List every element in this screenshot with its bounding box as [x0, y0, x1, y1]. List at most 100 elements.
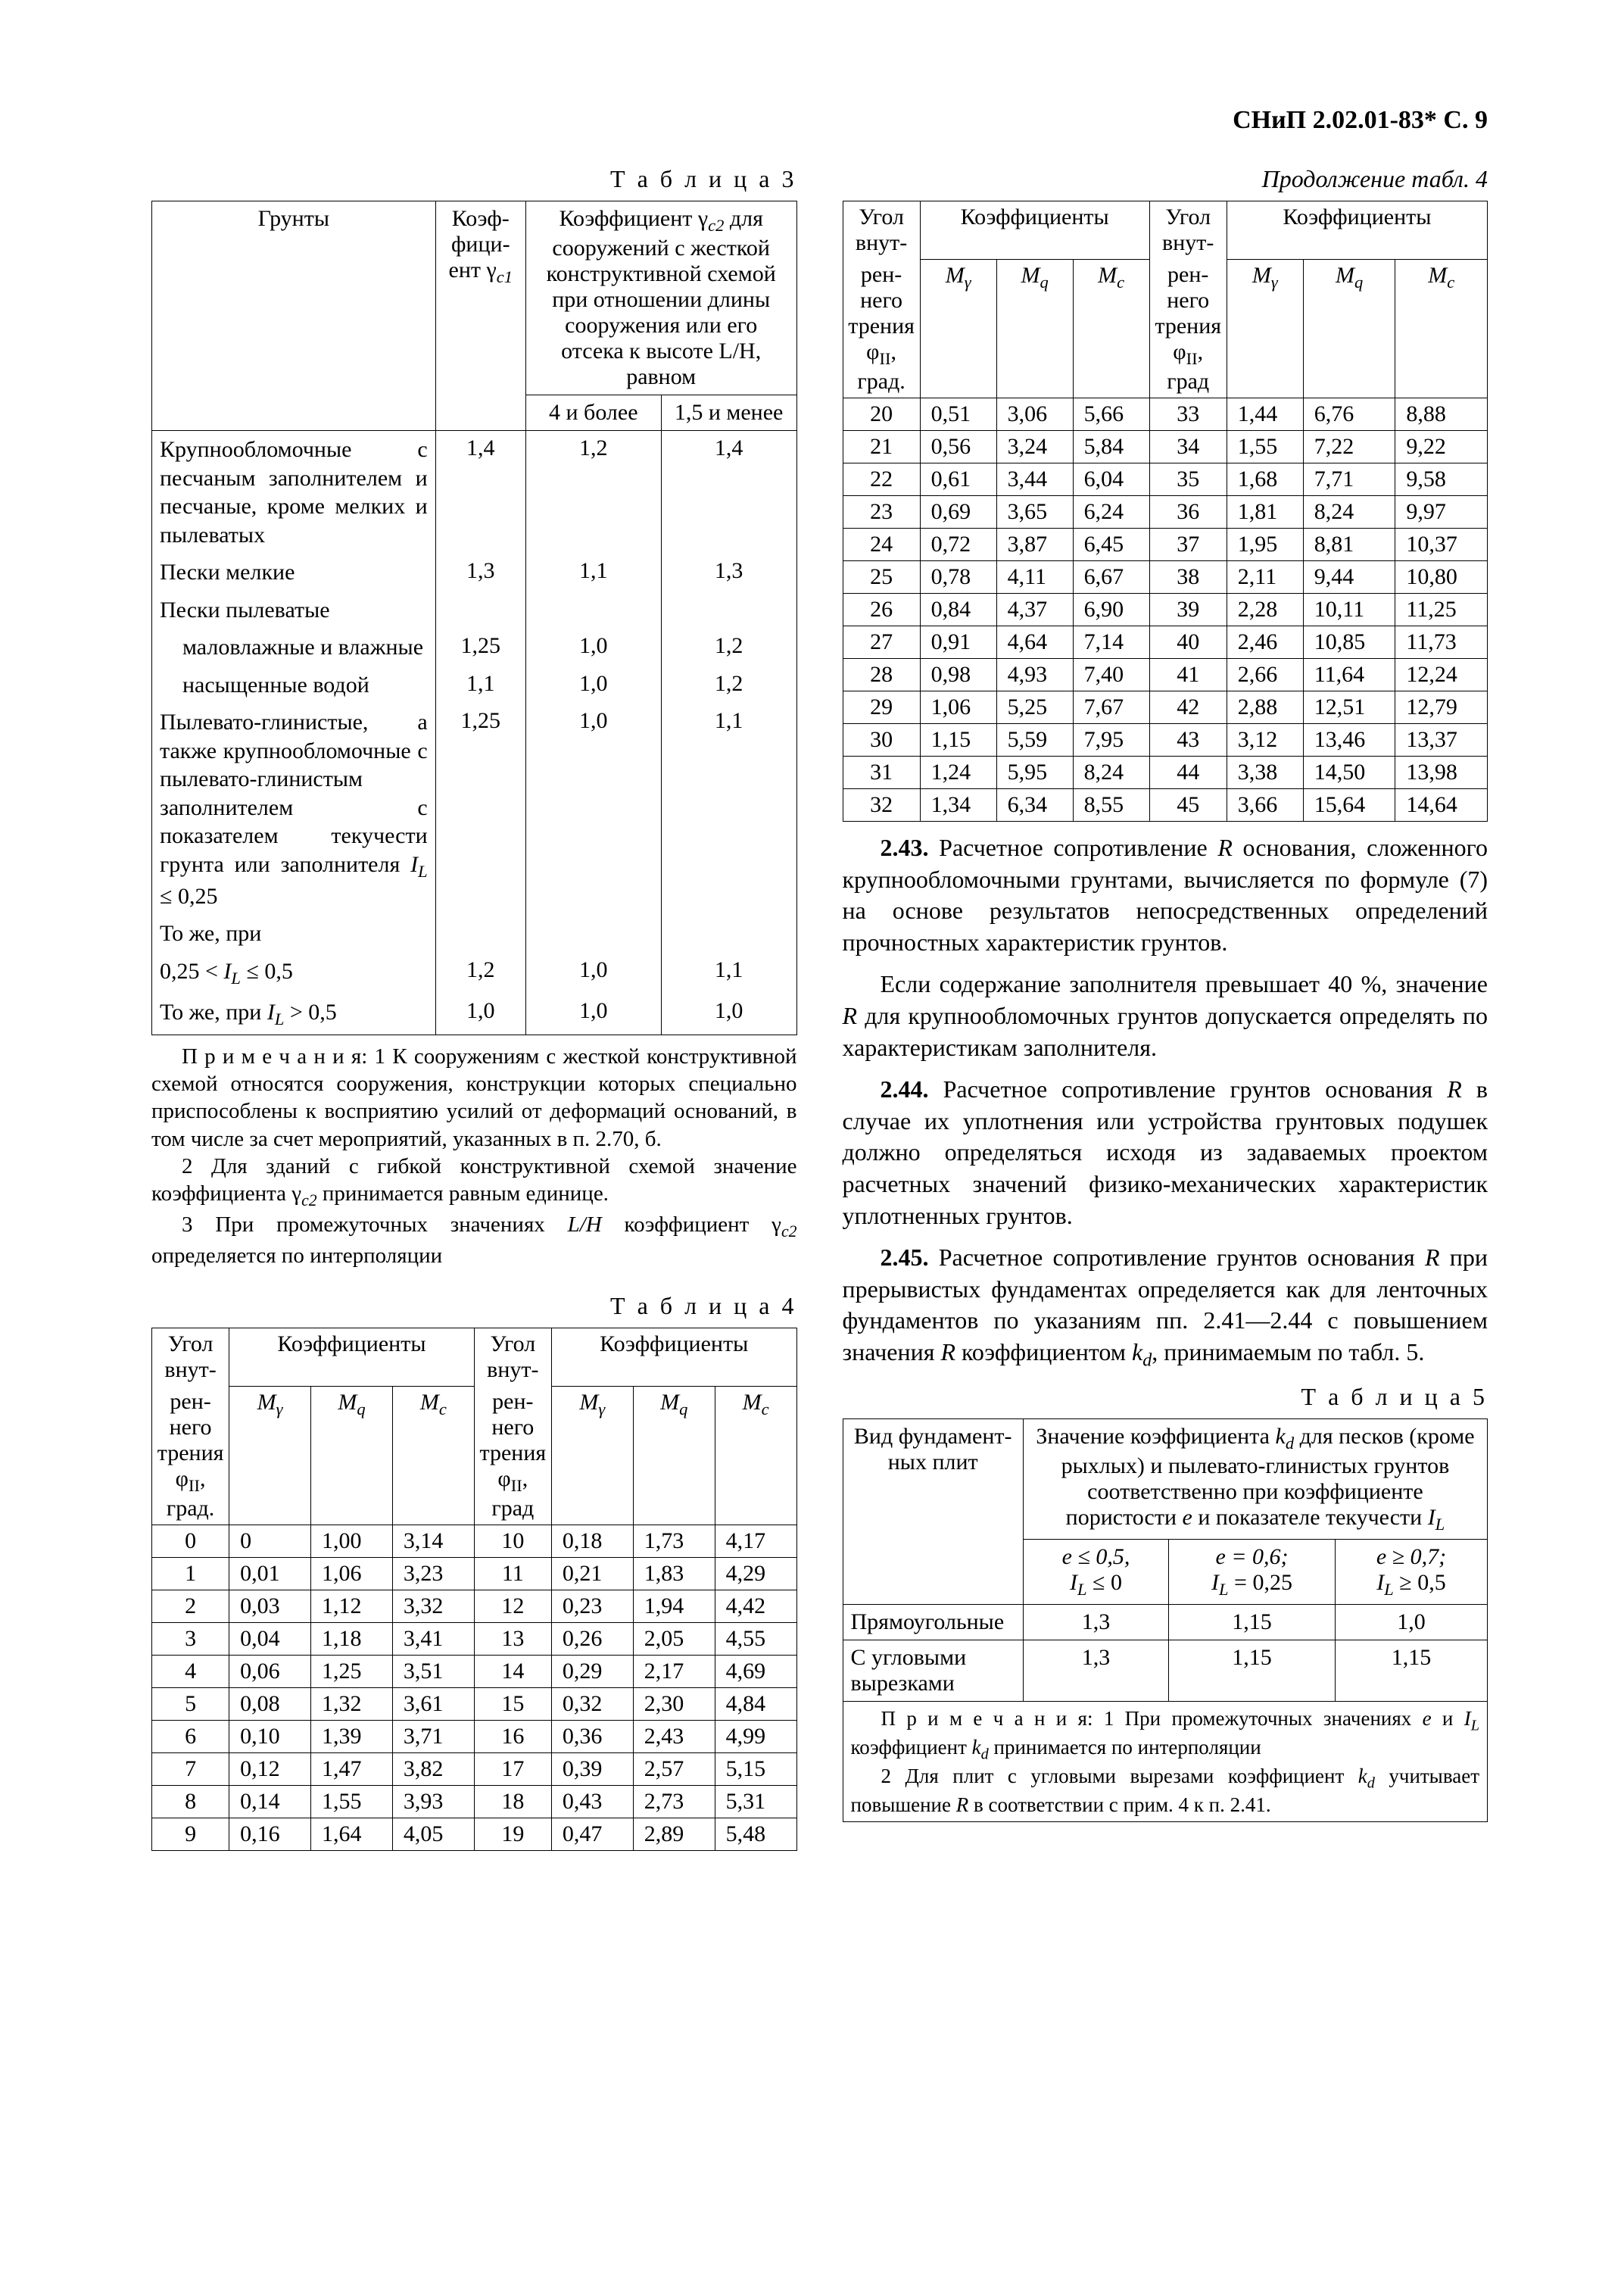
table4-cell: 1,15 — [920, 724, 996, 757]
table4-cell: 3,41 — [392, 1623, 474, 1656]
table4-cell: 3,38 — [1227, 757, 1303, 789]
table3-row: насыщенные водой1,11,01,2 — [152, 666, 797, 704]
table4-cell: 43 — [1149, 724, 1227, 757]
page-header: СНиП 2.02.01-83* С. 9 — [151, 106, 1488, 135]
table5-head-sub2: e = 0,6; IL = 0,25 — [1169, 1540, 1336, 1605]
table4-cell: 0,36 — [551, 1721, 633, 1753]
t4-head-mg: Mγ — [1227, 259, 1303, 398]
table4-cell: 7,14 — [1073, 626, 1149, 659]
table4-cell: 20 — [843, 398, 920, 431]
table4-cell: 14,50 — [1303, 757, 1395, 789]
table4-cell: 0,39 — [551, 1753, 633, 1786]
table4-cell: 11 — [474, 1558, 551, 1590]
table4-cell: 21 — [843, 431, 920, 463]
text: c2 — [708, 216, 724, 235]
table3-cell-a: 1,0 — [525, 666, 661, 704]
table5-cell: 1,15 — [1169, 1640, 1336, 1702]
table4-cell: 1,47 — [311, 1753, 393, 1786]
table5-notes: П р и м е ч а н и я: 1 При промежуточных… — [843, 1702, 1488, 1821]
table3-row: Пески пылеватые — [152, 591, 797, 629]
table4-cell: 1,06 — [920, 691, 996, 724]
table4-cell: 8,55 — [1073, 789, 1149, 822]
table4-row: 321,346,348,55453,6615,6414,64 — [843, 789, 1488, 822]
table4-row: 230,693,656,24361,818,249,97 — [843, 496, 1488, 529]
table4-cell: 42 — [1149, 691, 1227, 724]
table4-cell: 0,03 — [229, 1590, 311, 1623]
table4-cell: 1,39 — [311, 1721, 393, 1753]
table4-row: 20,031,123,32120,231,944,42 — [152, 1590, 797, 1623]
table4-cell: 0,21 — [551, 1558, 633, 1590]
text: ≥ 0,5 — [1399, 1570, 1445, 1595]
table4-cell: 1,44 — [1227, 398, 1303, 431]
table5-cell-name: Прямоугольные — [843, 1605, 1023, 1640]
table4-cell: 45 — [1149, 789, 1227, 822]
table3-cell-soil: Пески пылеватые — [152, 591, 436, 629]
table4-row: 311,245,958,24443,3814,5013,98 — [843, 757, 1488, 789]
table3-head-sub1: 4 и более — [525, 395, 661, 431]
table4-cell: 17 — [474, 1753, 551, 1786]
table4-cell: 11,73 — [1395, 626, 1488, 659]
table4-cell: 5,48 — [715, 1818, 796, 1851]
table4-cell: 0,10 — [229, 1721, 311, 1753]
table4-row: 240,723,876,45371,958,8110,37 — [843, 529, 1488, 561]
table4-cell: 3,66 — [1227, 789, 1303, 822]
t4-head-mg: Mγ — [229, 1386, 311, 1525]
t4-head-angle-sub: рен­него тре­нияφII, град. — [152, 1386, 229, 1525]
table4-cell: 3,71 — [392, 1721, 474, 1753]
table4-cell: 6,24 — [1073, 496, 1149, 529]
table4-cell: 4,05 — [392, 1818, 474, 1851]
table4-cell: 37 — [1149, 529, 1227, 561]
table4-row: 50,081,323,61150,322,304,84 — [152, 1688, 797, 1721]
table4-cell: 1,95 — [1227, 529, 1303, 561]
table4-cell: 1 — [152, 1558, 229, 1590]
left-column: Т а б л и ц а 3 Грунты Коэф­фици­ент γc1… — [151, 158, 797, 1851]
table4-cell: 6,04 — [1073, 463, 1149, 496]
table4-cell: 5 — [152, 1688, 229, 1721]
table4-cell: 1,00 — [311, 1525, 393, 1558]
table3-cell-a: 1,0 — [525, 629, 661, 666]
table4-row: 001,003,14100,181,734,17 — [152, 1525, 797, 1558]
table4-row: 280,984,937,40412,6611,6412,24 — [843, 659, 1488, 691]
table4-cell: 15,64 — [1303, 789, 1395, 822]
table5-head-col1: Вид фундамент­ных плит — [843, 1419, 1023, 1605]
table4-cell: 3,14 — [392, 1525, 474, 1558]
table4-cell: 8 — [152, 1786, 229, 1818]
t4-head-mq: Mq — [633, 1386, 715, 1525]
t4-head-coefs: Коэффициенты — [551, 1328, 796, 1387]
table4-cell: 1,55 — [1227, 431, 1303, 463]
table4-cell: 9 — [152, 1818, 229, 1851]
table4-cell: 13,37 — [1395, 724, 1488, 757]
table4-cell: 4,64 — [996, 626, 1073, 659]
table3-note-1: П р и м е ч а н и я: 1 К сооружениям с ж… — [151, 1043, 797, 1153]
table4-cell: 4,93 — [996, 659, 1073, 691]
table4-cell: 0,43 — [551, 1786, 633, 1818]
table4-title: Т а б л и ц а 4 — [151, 1292, 797, 1320]
table4-cell: 4,99 — [715, 1721, 796, 1753]
table3-cell-soil: маловлажные и влажные — [152, 629, 436, 666]
table5-row: Прямоугольные1,31,151,0 — [843, 1605, 1488, 1640]
table4-row: 250,784,116,67382,119,4410,80 — [843, 561, 1488, 594]
table5-cell: 1,0 — [1335, 1605, 1487, 1640]
table3-cell-a: 1,0 — [525, 704, 661, 915]
table3-note-3: 3 При промежуточных значениях L/H коэффи… — [151, 1211, 797, 1269]
table4-cell: 0,47 — [551, 1818, 633, 1851]
table4-row: 220,613,446,04351,687,719,58 — [843, 463, 1488, 496]
table4-cell: 0,08 — [229, 1688, 311, 1721]
table4-cell: 29 — [843, 691, 920, 724]
table4-right: Угол внут-КоэффициентыУгол внут-Коэффици… — [843, 201, 1488, 822]
table3-cell-c1: 1,0 — [435, 994, 525, 1035]
t4-head-angle: Угол внут- — [152, 1328, 229, 1387]
table4-cell: 3,82 — [392, 1753, 474, 1786]
table4-cell: 15 — [474, 1688, 551, 1721]
table4-cell: 10,11 — [1303, 594, 1395, 626]
table4-cell: 35 — [1149, 463, 1227, 496]
table4-cell: 1,25 — [311, 1656, 393, 1688]
t4-head-mc: Mc — [1395, 259, 1488, 398]
table4-cell: 12,51 — [1303, 691, 1395, 724]
table4-cell: 0,72 — [920, 529, 996, 561]
table4-cell: 4,84 — [715, 1688, 796, 1721]
table4-cell: 10,80 — [1395, 561, 1488, 594]
table4-cell: 6,34 — [996, 789, 1073, 822]
table4-cell: 3,23 — [392, 1558, 474, 1590]
t4-head-coefs: Коэффициенты — [1227, 201, 1487, 260]
